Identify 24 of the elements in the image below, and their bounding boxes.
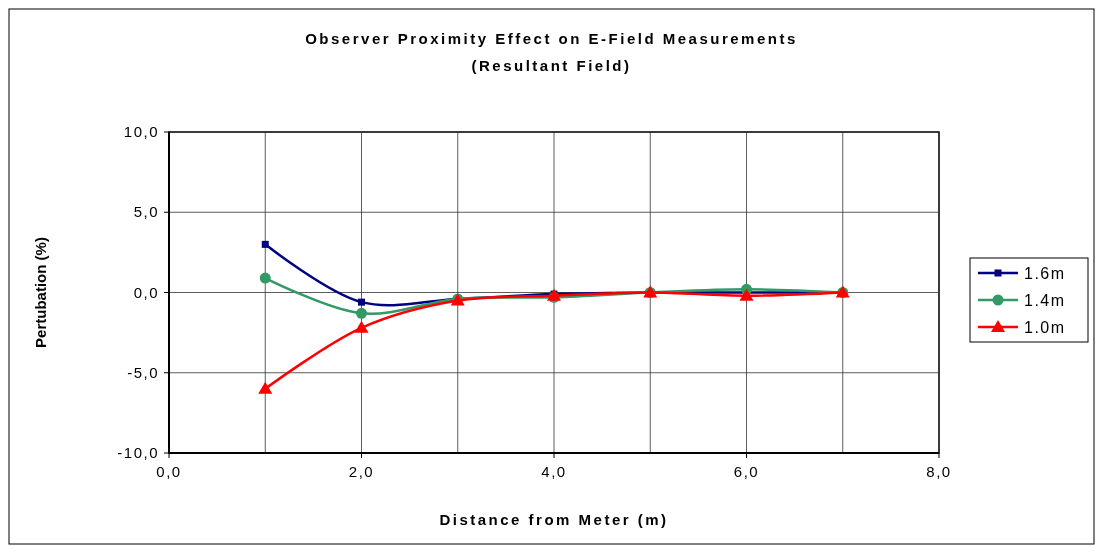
legend-label: 1.0m [1024, 319, 1066, 336]
chart-subtitle: (Resultant Field) [471, 57, 632, 74]
x-tick-label: 8,0 [926, 463, 952, 480]
y-tick-label: -10,0 [117, 444, 159, 461]
point [358, 298, 365, 306]
chart-title: Observer Proximity Effect on E-Field Measurements [305, 30, 798, 47]
y-tick-label: 0,0 [133, 283, 159, 301]
point [356, 307, 367, 319]
legend-label: 1.4m [1024, 292, 1066, 309]
y-tick-label: 10,0 [123, 123, 159, 140]
y-tick-label: -5,0 [127, 363, 159, 381]
point [258, 381, 273, 394]
y-axis-title: Pertubation (%) [32, 237, 49, 348]
x-tick-label: 4,0 [541, 463, 567, 480]
point [739, 288, 754, 301]
point [261, 240, 269, 248]
legend-label: 1.6m [1024, 265, 1066, 282]
y-tick-label: 5,0 [133, 203, 159, 221]
x-axis-title: Distance from Meter (m) [439, 511, 669, 528]
point [354, 320, 369, 333]
x-tick-label: 6,0 [733, 463, 760, 480]
x-tick-label: 2,0 [348, 463, 375, 480]
x-tick-label: 0,0 [156, 463, 182, 480]
point [259, 272, 271, 284]
